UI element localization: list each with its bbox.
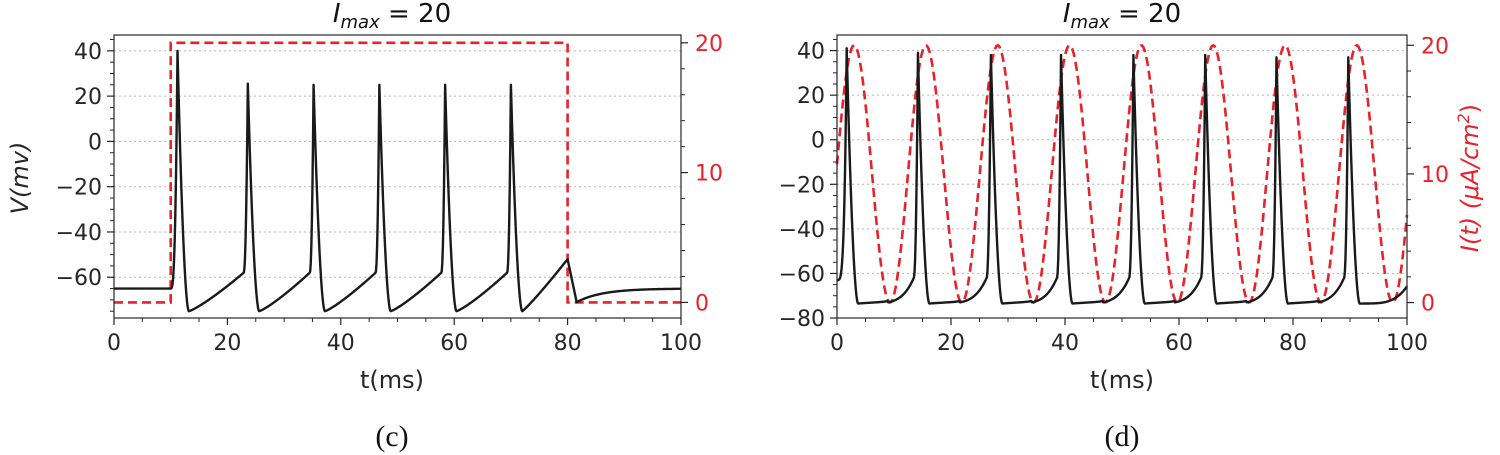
x-tick-label: 40 — [1051, 331, 1079, 356]
right-y-tick-label: 0 — [695, 291, 709, 316]
panel-c: Imax = 20 0 20 40 60 80 100 −60 −40 −20 0 20 40 0 10 2… — [6, 0, 723, 453]
voltage-series-line — [836, 47, 1408, 305]
y-tick-label: 20 — [797, 84, 825, 109]
panel-d-caption: (d) — [1105, 420, 1140, 453]
panel-d-x-axis-label: t(ms) — [1090, 366, 1154, 394]
panel-d-right-axis-label: I(t) (μA/cm2) — [1454, 104, 1484, 252]
current-series-line — [835, 43, 1409, 305]
y-tick-label: −60 — [779, 262, 825, 287]
panel-c-axes: 0 20 40 60 80 100 −60 −40 −20 0 20 40 0 10 20 — [56, 32, 723, 356]
current-series-line — [114, 41, 681, 304]
right-y-tick-label: 10 — [1421, 163, 1449, 188]
x-tick-label: 0 — [107, 331, 121, 356]
x-tick-label: 20 — [937, 331, 965, 356]
y-tick-label: −20 — [779, 173, 825, 198]
x-tick-label: 80 — [1279, 331, 1307, 356]
x-tick-label: 80 — [554, 331, 582, 356]
y-tick-label: −40 — [56, 221, 102, 246]
y-tick-label: 0 — [88, 130, 102, 155]
y-tick-label: −80 — [779, 307, 825, 332]
right-y-tick-label: 20 — [695, 32, 723, 57]
y-tick-label: −20 — [56, 176, 102, 201]
y-tick-label: 40 — [74, 40, 102, 65]
x-tick-label: 100 — [660, 331, 702, 356]
y-tick-label: −60 — [56, 266, 102, 291]
panel-d-lines — [835, 43, 1409, 305]
voltage-series-line — [113, 49, 682, 313]
right-y-tick-label: 20 — [1421, 34, 1449, 59]
right-y-tick-label: 0 — [1421, 292, 1435, 317]
panel-c-y-axis-label: V(mv) — [6, 142, 34, 215]
panel-c-caption: (c) — [375, 420, 408, 453]
x-tick-label: 40 — [327, 331, 355, 356]
panel-c-title: Imax = 20 — [333, 0, 451, 33]
y-tick-label: 0 — [811, 129, 825, 154]
x-tick-label: 20 — [213, 331, 241, 356]
panel-c-lines — [113, 41, 682, 313]
plot-frame — [113, 34, 682, 319]
panel-c-grid — [114, 50, 681, 278]
x-tick-label: 60 — [440, 331, 468, 356]
x-tick-label: 0 — [830, 331, 844, 356]
x-tick-label: 60 — [1165, 331, 1193, 356]
right-y-tick-label: 10 — [695, 162, 723, 187]
panel-d: Imax = 20 0 20 40 60 80 100−80−60−40−20020400… — [779, 0, 1484, 453]
panel-d-title: Imax = 20 — [1063, 0, 1181, 33]
x-tick-label: 100 — [1386, 331, 1428, 356]
y-tick-label: 40 — [797, 40, 825, 65]
panel-c-x-axis-label: t(ms) — [360, 366, 424, 394]
panel-d-axes: 0 20 40 60 80 100 −80 −60 −40 −20 0 20 40 0 10 20 — [779, 34, 1449, 356]
y-tick-label: 20 — [74, 85, 102, 110]
y-tick-label: −40 — [779, 218, 825, 243]
